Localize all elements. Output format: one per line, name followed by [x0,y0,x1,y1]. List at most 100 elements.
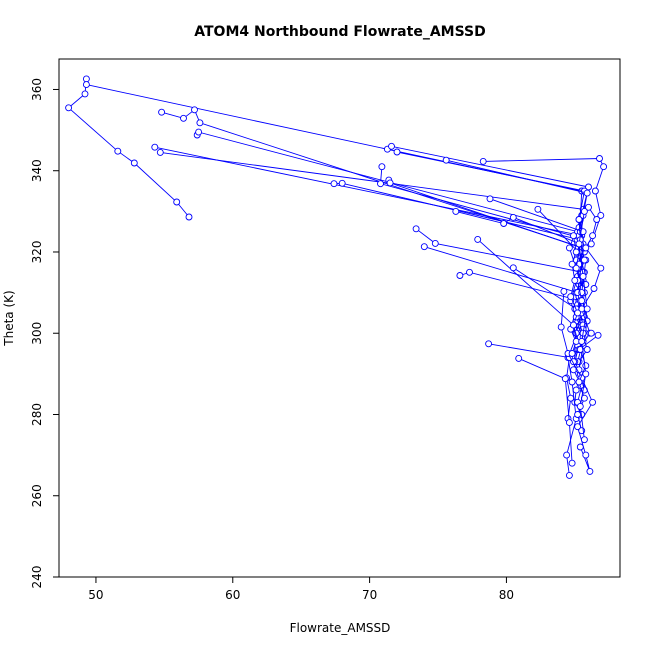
data-point [582,451,590,459]
data-point [173,198,181,206]
series-13 [479,155,608,248]
data-point [195,128,203,136]
data-point [570,232,577,240]
data-point [130,159,138,167]
data-point [563,451,571,459]
series-22 [485,340,575,423]
data-point [82,75,90,83]
data-point [338,179,346,187]
series-line [67,78,190,218]
y-tick-label: 260 [30,484,44,507]
data-point [479,157,487,165]
data-point [568,378,576,386]
data-point [565,244,573,252]
series-24 [557,287,597,475]
data-point [456,272,464,279]
data-point [180,114,187,122]
data-point [574,309,582,317]
data-point [574,411,582,418]
data-point [114,147,122,155]
series-2 [82,81,591,418]
x-tick-label: 70 [362,588,377,602]
series-3 [158,106,587,479]
series-line [86,84,588,415]
data-point [191,106,198,114]
series-28 [575,207,591,444]
data-point [393,148,401,156]
data-point [515,354,523,362]
series-4 [193,128,587,406]
data-point [578,297,586,305]
data-point [442,156,450,164]
data-point [570,321,577,329]
data-point [580,256,588,264]
y-tick-label: 240 [30,566,44,589]
series-27 [567,232,582,357]
series-7 [330,179,587,349]
data-point [575,216,583,223]
data-point [330,180,338,188]
series-line [578,211,588,440]
data-point [185,213,193,221]
data-point [571,276,579,284]
data-point [156,148,164,156]
data-point [420,243,428,251]
series-line [415,228,585,318]
x-tick-label: 80 [499,588,514,602]
data-point [591,187,599,195]
data-point [597,264,605,272]
series-line [518,357,573,464]
data-point [572,386,580,394]
data-point [486,195,494,203]
plot-frame [58,58,621,578]
data-point [565,471,573,479]
series-23 [515,354,576,467]
data-point [151,143,159,151]
data-point [474,235,482,243]
data-point [567,293,575,301]
series-1 [65,75,193,221]
data-point [582,362,590,370]
data-point [572,248,580,256]
data-point [568,350,576,357]
data-point [589,398,597,406]
data-point [412,225,420,233]
series-line [160,151,585,342]
data-point [582,370,590,378]
data-point [509,264,517,272]
data-point [196,119,204,127]
series-17 [420,243,586,337]
data-point [597,211,605,219]
data-point [593,216,601,223]
data-point [583,305,591,313]
data-point [82,81,90,89]
series-line [161,109,584,476]
series-layer [65,75,608,479]
series-line [154,146,584,362]
data-point [378,163,386,171]
x-tick-label: 60 [225,588,240,602]
data-point [585,203,592,211]
series-18 [456,268,587,341]
data-point [567,394,575,402]
data-point [81,90,89,98]
data-point [452,207,460,215]
y-tick-label: 320 [30,241,44,264]
y-tick-label: 340 [30,159,44,182]
data-point [388,142,395,150]
data-point [534,205,542,213]
plot-area [58,58,621,578]
series-line [488,343,572,419]
data-point [560,287,568,295]
data-point [583,189,591,197]
y-tick-label: 280 [30,403,44,426]
data-point [561,375,569,383]
data-point [594,331,602,339]
series-line [388,179,587,338]
y-axis-label: Theta (K) [2,290,16,346]
data-point [583,346,591,353]
data-point [575,378,583,386]
data-point [576,402,584,410]
series-line [424,246,583,334]
